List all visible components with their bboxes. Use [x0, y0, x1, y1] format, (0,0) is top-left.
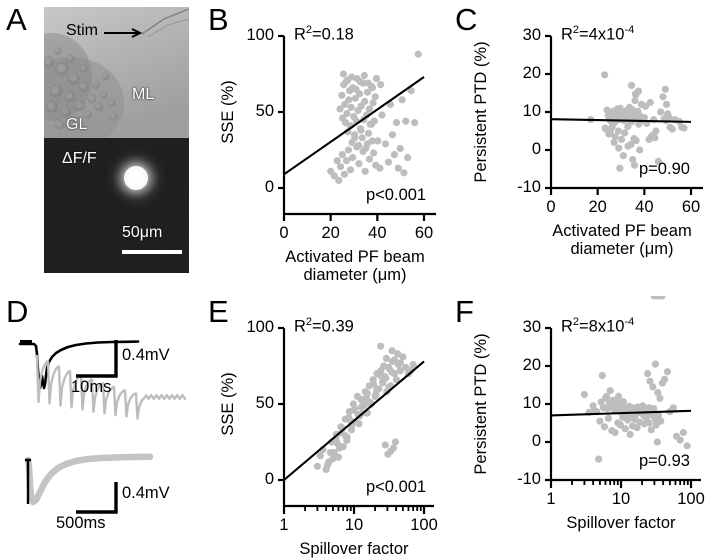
plot-canvas-C	[545, 34, 703, 195]
x-axis-title-line1-C: Activated PF beam	[552, 222, 692, 240]
x-axis-title-line2-B: diameter (μm)	[303, 266, 407, 285]
x-tick-label-F-0: 1	[546, 490, 556, 508]
trace-gray-slow	[24, 453, 154, 506]
p-value-annotation-F: p=0.93	[639, 452, 690, 470]
x-tick-label-F-2: 100	[677, 490, 705, 508]
x-tick-label-E-1: 10	[344, 516, 364, 534]
x-axis-title-line2-C: diameter (μm)	[570, 240, 674, 259]
panel-F: -10 0 10 20 30 1 10 100 Persistent PTD (%) Spillo…	[455, 296, 726, 552]
stim-arrow-icon	[104, 27, 148, 39]
p-value-annotation-E: p<0.001	[366, 478, 427, 496]
scale-bar	[122, 250, 182, 254]
y-tick-label-C-2: 10	[522, 102, 541, 120]
ml-label: ML	[132, 86, 155, 103]
x-axis-title-line1-B: Activated PF beam	[285, 248, 425, 266]
data-points-F	[580, 296, 691, 463]
panel-label-F: F	[455, 294, 474, 329]
y-axis-title-B: SSE (%)	[218, 80, 237, 144]
y-tick-label-F-2: 10	[522, 394, 541, 412]
y-tick-label-C-0: -10	[517, 178, 541, 196]
panel-label-D: D	[6, 294, 29, 329]
y-tick-label-B-1: 50	[255, 102, 274, 120]
panel-d-traces: 0.4mV 10ms 0.4mV 500ms	[0, 296, 208, 552]
panel-label-C: C	[455, 2, 478, 37]
regression-line-F	[550, 409, 692, 417]
trace-canvas	[18, 340, 187, 514]
y-tick-label-C-4: 30	[522, 26, 541, 44]
y-tick-label-F-3: 20	[522, 356, 541, 374]
x-axis-title-F: Spillover factor	[566, 514, 676, 532]
y-tick-label-E-2: 100	[246, 318, 274, 336]
trace-black-stim	[25, 458, 31, 504]
x-tick-label-E-0: 1	[279, 516, 289, 534]
x-tick-label-E-2: 100	[410, 516, 438, 534]
p-value-annotation-C: p=0.90	[639, 160, 690, 178]
scale-top-time-label: 10ms	[71, 378, 112, 396]
panel-label-B: B	[208, 2, 229, 37]
y-tick-label-C-3: 20	[522, 64, 541, 82]
x-tick-label-B-3: 60	[414, 224, 434, 242]
r-squared-annotation-F: R2=8x10-4	[561, 316, 635, 336]
scale-bar-label: 50μm	[122, 224, 163, 241]
y-tick-label-F-4: 30	[522, 318, 541, 336]
y-tick-label-C-1: 0	[531, 140, 541, 158]
stim-label: Stim	[66, 22, 98, 39]
y-tick-label-E-0: 0	[264, 470, 274, 488]
dff-label: ΔF/F	[62, 150, 97, 167]
x-tick-label-C-0: 0	[546, 198, 556, 216]
panel-a-micrograph: Stim ML GL ΔF/F 50μm	[44, 7, 189, 273]
y-axis-title-F: Persistent PTD (%)	[471, 333, 490, 475]
plot-canvas-B	[278, 34, 436, 221]
x-tick-label-C-2: 40	[635, 198, 654, 216]
gl-label: GL	[66, 116, 88, 133]
x-tick-label-C-1: 20	[588, 198, 607, 216]
x-axis-title-E: Spillover factor	[299, 540, 409, 558]
x-axis-title-C: Activated PF beam diameter (μm)	[517, 222, 726, 259]
plot-canvas-F	[545, 296, 701, 488]
x-tick-label-C-3: 60	[681, 198, 701, 216]
x-tick-label-B-2: 40	[368, 224, 387, 242]
scale-bottom-voltage-label: 0.4mV	[122, 484, 170, 502]
y-tick-label-F-0: -10	[517, 470, 541, 488]
panel-B: 0 50 100 0 20 40 60 SSE (%) Activated PF beam dia…	[208, 4, 458, 289]
y-tick-label-F-1: 0	[531, 432, 541, 450]
y-tick-label-B-0: 0	[264, 178, 274, 196]
y-tick-label-B-2: 100	[246, 26, 274, 44]
x-tick-label-F-1: 10	[611, 490, 631, 508]
regression-line-B	[283, 76, 425, 176]
y-tick-label-E-1: 50	[255, 394, 274, 412]
r-squared-annotation-C: R2=4x10-4	[561, 24, 635, 44]
x-axis-title-B: Activated PF beam diameter (μm)	[250, 248, 460, 285]
data-points-E	[313, 342, 417, 473]
panel-C: -10 0 10 20 30 0 20 40 60 Persistent PTD (%) Activ…	[455, 4, 726, 289]
panel-label-E: E	[208, 294, 229, 329]
p-value-annotation-B: p<0.001	[366, 186, 427, 204]
regression-line-E	[283, 360, 425, 481]
x-tick-label-B-0: 0	[279, 224, 289, 242]
r-squared-annotation-E: R2=0.39	[294, 316, 354, 336]
y-axis-title-C: Persistent PTD (%)	[471, 41, 490, 183]
scale-bar-bottom	[76, 482, 118, 514]
trace-gray-train	[34, 354, 187, 420]
regression-line-C	[550, 118, 692, 123]
scale-top-voltage-label: 0.4mV	[122, 346, 170, 364]
panel-label-A: A	[6, 2, 27, 37]
scale-bottom-time-label: 500ms	[56, 514, 106, 532]
y-axis-title-E: SSE (%)	[218, 372, 237, 436]
plot-canvas-E	[278, 326, 434, 514]
data-points-B	[327, 50, 422, 184]
x-tick-label-B-1: 20	[321, 224, 340, 242]
r-squared-annotation-B: R2=0.18	[294, 24, 354, 44]
panel-E: 0 50 100 1 10 100 SSE (%) Spillover factor R2=0.…	[208, 296, 458, 558]
scale-bar-top	[76, 340, 118, 378]
